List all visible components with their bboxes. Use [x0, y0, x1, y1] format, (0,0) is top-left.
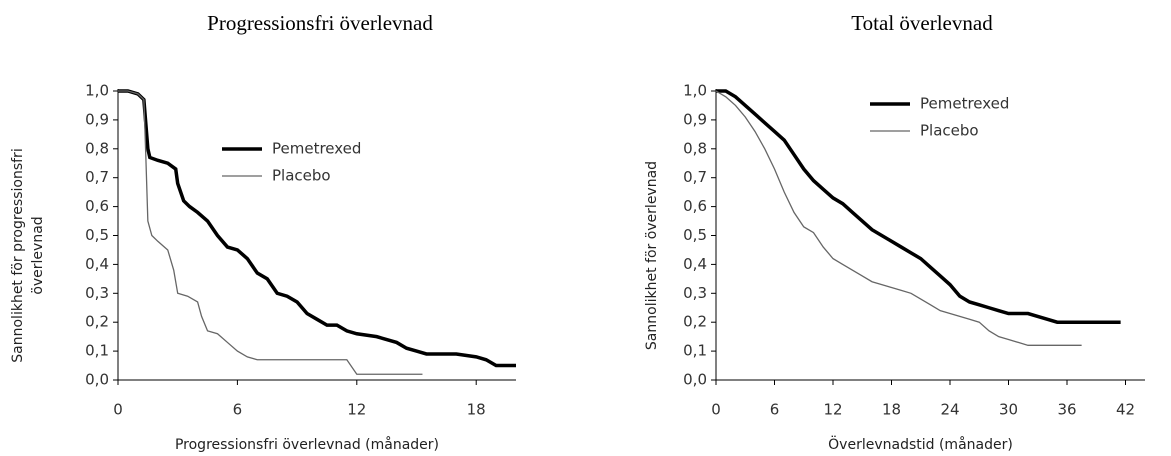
y-tick-label: 0,8: [85, 139, 109, 157]
y-axis-label: Sannolikhet för överlevnad: [644, 161, 660, 350]
x-tick-label: 0: [711, 401, 721, 419]
x-tick-label: 42: [1116, 401, 1135, 419]
legend-label: Pemetrexed: [272, 140, 361, 158]
y-tick-label: 0,0: [683, 371, 707, 389]
x-tick-label: 18: [467, 401, 486, 419]
y-tick-label: 0,2: [85, 313, 109, 331]
y-tick-label: 0,0: [85, 371, 109, 389]
survival-curve: [118, 89, 516, 368]
x-tick-label: 6: [770, 401, 780, 419]
survival-curve: [716, 89, 1121, 324]
x-tick-label: 36: [1057, 401, 1076, 419]
y-tick-label: 0,1: [683, 342, 707, 360]
y-tick-label: 0,1: [85, 342, 109, 360]
y-tick-label: 0,7: [85, 168, 109, 186]
x-tick-label: 30: [999, 401, 1018, 419]
y-axis-label: Sannolikhet för progressionsfri: [10, 148, 26, 362]
y-tick-label: 0,5: [683, 226, 707, 244]
chart-title: Total överlevnad: [851, 11, 993, 35]
legend-label: Placebo: [920, 122, 979, 140]
survival-curve: [715, 90, 1082, 346]
y-tick-label: 0,6: [85, 197, 109, 215]
y-tick-label: 0,3: [683, 284, 707, 302]
x-axis-label: Progressionsfri överlevnad (månader): [175, 436, 439, 453]
y-tick-label: 0,5: [85, 226, 109, 244]
legend-label: Placebo: [272, 167, 331, 185]
y-tick-label: 0,2: [683, 313, 707, 331]
y-tick-label: 0,6: [683, 197, 707, 215]
survival-curve: [118, 90, 423, 375]
x-tick-label: 12: [823, 401, 842, 419]
y-axis-label: överlevnad: [30, 216, 46, 294]
x-axis-label: Överlevnadstid (månader): [828, 435, 1013, 453]
x-tick-label: 18: [882, 401, 901, 419]
x-tick-label: 24: [940, 401, 959, 419]
y-tick-label: 0,3: [85, 284, 109, 302]
y-tick-label: 0,9: [85, 110, 109, 128]
y-tick-label: 0,4: [85, 255, 109, 273]
x-tick-label: 12: [347, 401, 366, 419]
y-tick-label: 0,9: [683, 110, 707, 128]
y-tick-label: 1,0: [683, 82, 707, 100]
chart-title: Progressionsfri överlevnad: [207, 11, 433, 35]
y-tick-label: 0,7: [683, 168, 707, 186]
y-tick-label: 1,0: [85, 82, 109, 100]
x-tick-label: 6: [233, 401, 243, 419]
y-tick-label: 0,4: [683, 255, 707, 273]
y-tick-label: 0,8: [683, 139, 707, 157]
x-tick-label: 0: [113, 401, 123, 419]
legend-label: Pemetrexed: [920, 95, 1009, 113]
